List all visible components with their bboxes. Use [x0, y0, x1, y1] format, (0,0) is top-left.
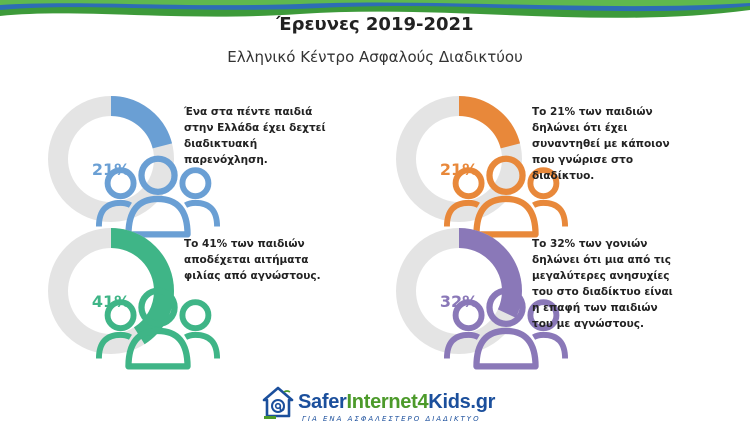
- donut-fill: [396, 96, 522, 222]
- people-icon: [443, 287, 569, 370]
- header-wave-decoration: [0, 0, 750, 18]
- stat-description: Ένα στα πέντε παιδιά στην Ελλάδα έχει δε…: [184, 106, 326, 166]
- donut-chart: 21%: [48, 96, 221, 238]
- stat-description: Το 41% των παιδιών αποδέχεται αιτήματα φ…: [184, 238, 321, 282]
- logo-tagline: ΓΙΑ ΕΝΑ ΑΣΦΑΛΕΣΤΕΡΟ ΔΙΑΔΙΚΤΥΟ: [302, 415, 481, 423]
- page-subtitle: Ελληνικό Κέντρο Ασφαλούς Διαδικτύου: [227, 48, 523, 66]
- people-icon: [95, 287, 221, 370]
- stat-percent: 21%: [439, 160, 479, 179]
- stat-card: 21% Το 21% των παιδιών δηλώνει ότι έχει …: [396, 96, 716, 238]
- stat-description: Το 32% των γονιών δηλώνει ότι μια από τι…: [532, 238, 673, 330]
- stat-card: 41% Το 41% των παιδιών αποδέχεται αιτήμα…: [48, 228, 368, 370]
- donut-chart: 21%: [396, 96, 569, 238]
- donut-fill: [48, 96, 174, 222]
- donut-chart: 41%: [48, 228, 221, 370]
- house-at-sign-icon: [262, 386, 294, 419]
- people-icon: [95, 155, 221, 238]
- people-icon: [443, 155, 569, 238]
- logo-wordmark: SaferInternet4Kids.gr: [298, 391, 496, 413]
- stat-percent: 32%: [439, 292, 479, 311]
- page-title: Έρευνες 2019-2021: [276, 14, 474, 35]
- stat-percent: 21%: [91, 160, 131, 179]
- saferinternet4kids-logo[interactable]: SaferInternet4Kids.gr ΓΙΑ ΕΝΑ ΑΣΦΑΛΕΣΤΕΡ…: [262, 386, 502, 426]
- donut-chart: 32%: [396, 228, 569, 370]
- stat-card: 21% Ένα στα πέντε παιδιά στην Ελλάδα έχε…: [48, 96, 368, 238]
- stat-card: 32% Το 32% των γονιών δηλώνει ότι μια απ…: [396, 228, 716, 370]
- stat-description: Το 21% των παιδιών δηλώνει ότι έχει συνα…: [532, 106, 670, 182]
- stat-percent: 41%: [91, 292, 131, 311]
